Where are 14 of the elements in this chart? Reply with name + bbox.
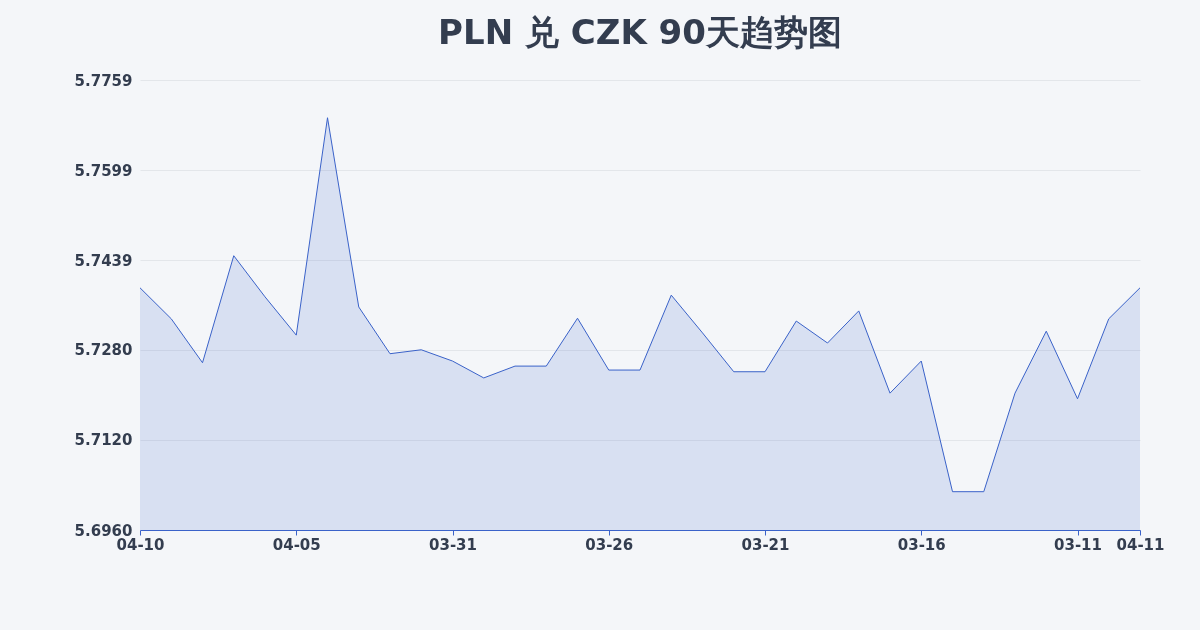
x-tick-label: 03-26 xyxy=(585,535,634,554)
y-tick-label: 5.7759 xyxy=(74,71,133,90)
chart-title: PLN 兑 CZK 90天趋势图 xyxy=(438,12,842,52)
y-tick-label: 5.7599 xyxy=(74,161,133,180)
x-tick-label: 04-11 xyxy=(1116,535,1165,554)
y-tick-label: 5.7280 xyxy=(74,341,133,360)
x-tick-label: 03-11 xyxy=(1054,535,1102,554)
y-tick-label: 5.7120 xyxy=(74,431,133,450)
x-tick-label: 03-21 xyxy=(741,535,790,554)
x-tick-label: 03-31 xyxy=(429,535,477,554)
x-tick-label: 04-10 xyxy=(116,535,165,554)
y-tick-label: 5.7439 xyxy=(74,251,133,270)
x-tick-label: 04-05 xyxy=(272,535,321,554)
x-tick-label: 03-16 xyxy=(897,535,946,554)
